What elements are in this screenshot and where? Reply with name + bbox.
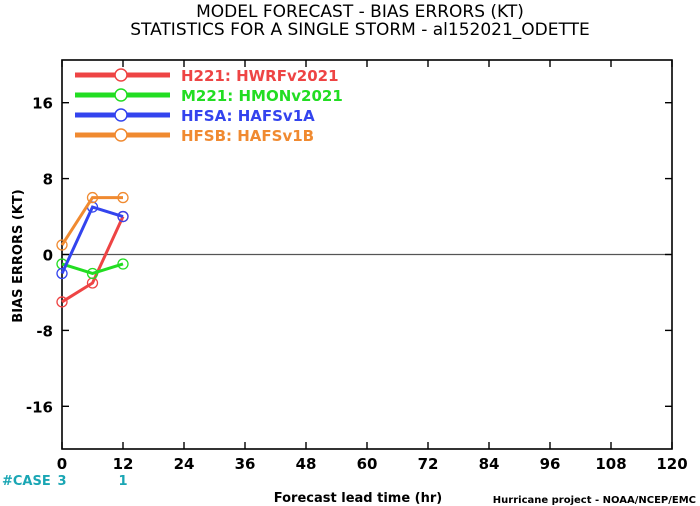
series-point-2 [56,267,68,280]
x-tick-label: 0 [57,455,67,473]
y-tick-label: 0 [43,247,53,265]
x-tick-label: 12 [113,455,134,473]
legend-marker-2 [114,108,128,122]
x-tick-label: 48 [296,455,317,473]
x-axis-label: Forecast lead time (hr) [274,491,442,506]
x-tick-label: 96 [540,455,561,473]
y-tick-label: -16 [26,398,53,416]
series-point-3 [117,191,129,204]
case-count: 3 [57,474,66,489]
x-tick-label: 108 [595,455,626,473]
y-axis-label: BIAS ERRORS (KT) [11,189,26,322]
credit-text: Hurricane project - NOAA/NCEP/EMC [493,495,696,506]
series-point-3 [86,191,99,204]
series-point-0 [86,277,99,289]
series-point-2 [117,210,129,223]
x-tick-label: 72 [418,455,439,473]
chart-title: MODEL FORECAST - BIAS ERRORS (KT) [196,2,524,22]
x-tick-label: 84 [479,455,500,473]
y-tick-label: 16 [32,95,53,113]
y-tick-label: 8 [43,171,53,189]
x-tick-label: 36 [235,455,256,473]
plot-area: -16 -8 0 8 16 0 12 24 36 48 60 72 84 96 108 120 H221: HW… [2,59,688,489]
legend-label-1: M221: HMONv2021 [181,87,343,105]
y-tick-label: -8 [36,322,53,340]
case-label: #CASE [2,474,51,489]
series-line-0 [61,215,125,304]
x-tick-label: 60 [357,455,378,473]
case-count: 1 [118,474,127,489]
x-tick-label: 24 [174,455,195,473]
series-point-1 [86,267,99,280]
legend-label-2: HFSA: HAFSv1A [181,107,315,125]
series-line-2 [60,205,124,275]
series-line-3 [60,196,123,246]
series-point-1 [117,258,129,270]
legend-marker-1 [114,88,128,102]
legend-label-0: H221: HWRFv2021 [181,67,339,85]
legend-marker-0 [114,68,128,82]
chart-subtitle: STATISTICS FOR A SINGLE STORM - al152021… [130,20,589,40]
series-line-1 [61,262,124,276]
series-point-3 [56,239,68,251]
series-point-0 [56,296,68,308]
legend-label-3: HFSB: HAFSv1B [181,127,314,145]
x-tick-label: 120 [656,455,687,473]
legend-marker-3 [114,128,128,142]
